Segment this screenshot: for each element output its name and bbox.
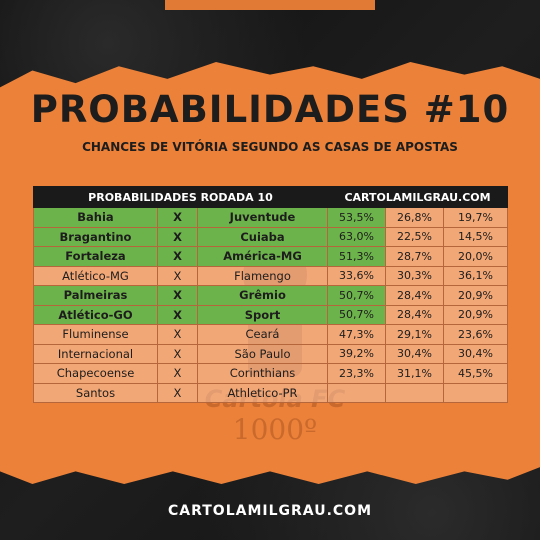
draw-pct: 28,7% [385, 246, 445, 267]
home-win-pct: 51,3% [327, 246, 387, 267]
home-win-pct: 50,7% [327, 304, 387, 325]
home-team: Atlético-MG [33, 265, 158, 286]
probabilities-table: PROBABILIDADES RODADA 10 CARTOLAMILGRAU.… [32, 186, 509, 403]
versus-separator: X [157, 285, 198, 306]
draw-pct: 26,8% [385, 207, 445, 228]
away-team: São Paulo [196, 343, 329, 364]
away-team: Flamengo [196, 265, 329, 286]
table-row: Chapecoense X Corinthians 23,3% 31,1% 45,5% [33, 363, 509, 384]
away-team: Sport [196, 304, 329, 325]
table-row: Bragantino X Cuiaba 63,0% 22,5% 14,5% [33, 226, 509, 247]
home-win-pct: 50,7% [327, 285, 387, 306]
home-team: Internacional [33, 343, 158, 364]
page-title: PROBABILIDADES #10 [30, 88, 510, 131]
table-row: Fortaleza X América-MG 51,3% 28,7% 20,0% [33, 246, 509, 267]
draw-pct: 29,1% [385, 324, 445, 345]
home-team: Palmeiras [33, 285, 158, 306]
home-team: Atlético-GO [33, 304, 158, 325]
draw-pct: 22,5% [385, 226, 445, 247]
away-team: Ceará [196, 324, 329, 345]
page-subtitle: CHANCES DE VITÓRIA SEGUNDO AS CASAS DE A… [82, 140, 458, 154]
home-win-pct: 47,3% [327, 324, 387, 345]
away-team: Grêmio [196, 285, 329, 306]
home-win-pct: 53,5% [327, 207, 387, 228]
home-win-pct [327, 382, 387, 403]
away-win-pct: 14,5% [443, 226, 509, 247]
table-row: Internacional X São Paulo 39,2% 30,4% 30,4% [33, 343, 509, 364]
away-team: Corinthians [196, 363, 329, 384]
away-win-pct: 30,4% [443, 343, 509, 364]
table-row: Atlético-MG X Flamengo 33,6% 30,3% 36,1% [33, 265, 509, 286]
top-orange-tab [165, 0, 375, 10]
versus-separator: X [157, 363, 198, 384]
home-win-pct: 63,0% [327, 226, 387, 247]
footer-site: CARTOLAMILGRAU.COM [168, 503, 372, 519]
versus-separator: X [157, 246, 198, 267]
home-team: Bragantino [33, 226, 158, 247]
draw-pct: 28,4% [385, 285, 445, 306]
home-win-pct: 39,2% [327, 343, 387, 364]
table-row: Bahia X Juventude 53,5% 26,8% 19,7% [33, 207, 509, 228]
home-team: Fortaleza [33, 246, 158, 267]
header-right: CARTOLAMILGRAU.COM [327, 186, 509, 208]
away-team: Juventude [196, 207, 329, 228]
versus-separator: X [157, 343, 198, 364]
draw-pct: 31,1% [385, 363, 445, 384]
table-row: Palmeiras X Grêmio 50,7% 28,4% 20,9% [33, 285, 509, 306]
away-win-pct: 20,9% [443, 285, 509, 306]
draw-pct: 30,3% [385, 265, 445, 286]
away-win-pct: 19,7% [443, 207, 509, 228]
versus-separator: X [157, 265, 198, 286]
home-team: Bahia [33, 207, 158, 228]
away-win-pct: 45,5% [443, 363, 509, 384]
versus-separator: X [157, 324, 198, 345]
home-team: Fluminense [33, 324, 158, 345]
away-win-pct: 20,0% [443, 246, 509, 267]
away-team: América-MG [196, 246, 329, 267]
home-team: Santos [33, 382, 158, 403]
versus-separator: X [157, 304, 198, 325]
table-row: Santos X Athletico-PR [33, 382, 509, 403]
away-win-pct [443, 382, 509, 403]
table-row: Fluminense X Ceará 47,3% 29,1% 23,6% [33, 324, 509, 345]
versus-separator: X [157, 207, 198, 228]
away-win-pct: 36,1% [443, 265, 509, 286]
home-win-pct: 33,6% [327, 265, 387, 286]
home-win-pct: 23,3% [327, 363, 387, 384]
away-win-pct: 20,9% [443, 304, 509, 325]
header-left: PROBABILIDADES RODADA 10 [32, 186, 329, 208]
away-win-pct: 23,6% [443, 324, 509, 345]
table-row: Atlético-GO X Sport 50,7% 28,4% 20,9% [33, 304, 509, 325]
table-header-row: PROBABILIDADES RODADA 10 CARTOLAMILGRAU.… [32, 186, 509, 208]
draw-pct [385, 382, 445, 403]
probabilities-table-container: PROBABILIDADES RODADA 10 CARTOLAMILGRAU.… [32, 186, 509, 403]
draw-pct: 30,4% [385, 343, 445, 364]
versus-separator: X [157, 382, 198, 403]
away-team: Cuiaba [196, 226, 329, 247]
away-team: Athletico-PR [196, 382, 329, 403]
draw-pct: 28,4% [385, 304, 445, 325]
home-team: Chapecoense [33, 363, 158, 384]
versus-separator: X [157, 226, 198, 247]
